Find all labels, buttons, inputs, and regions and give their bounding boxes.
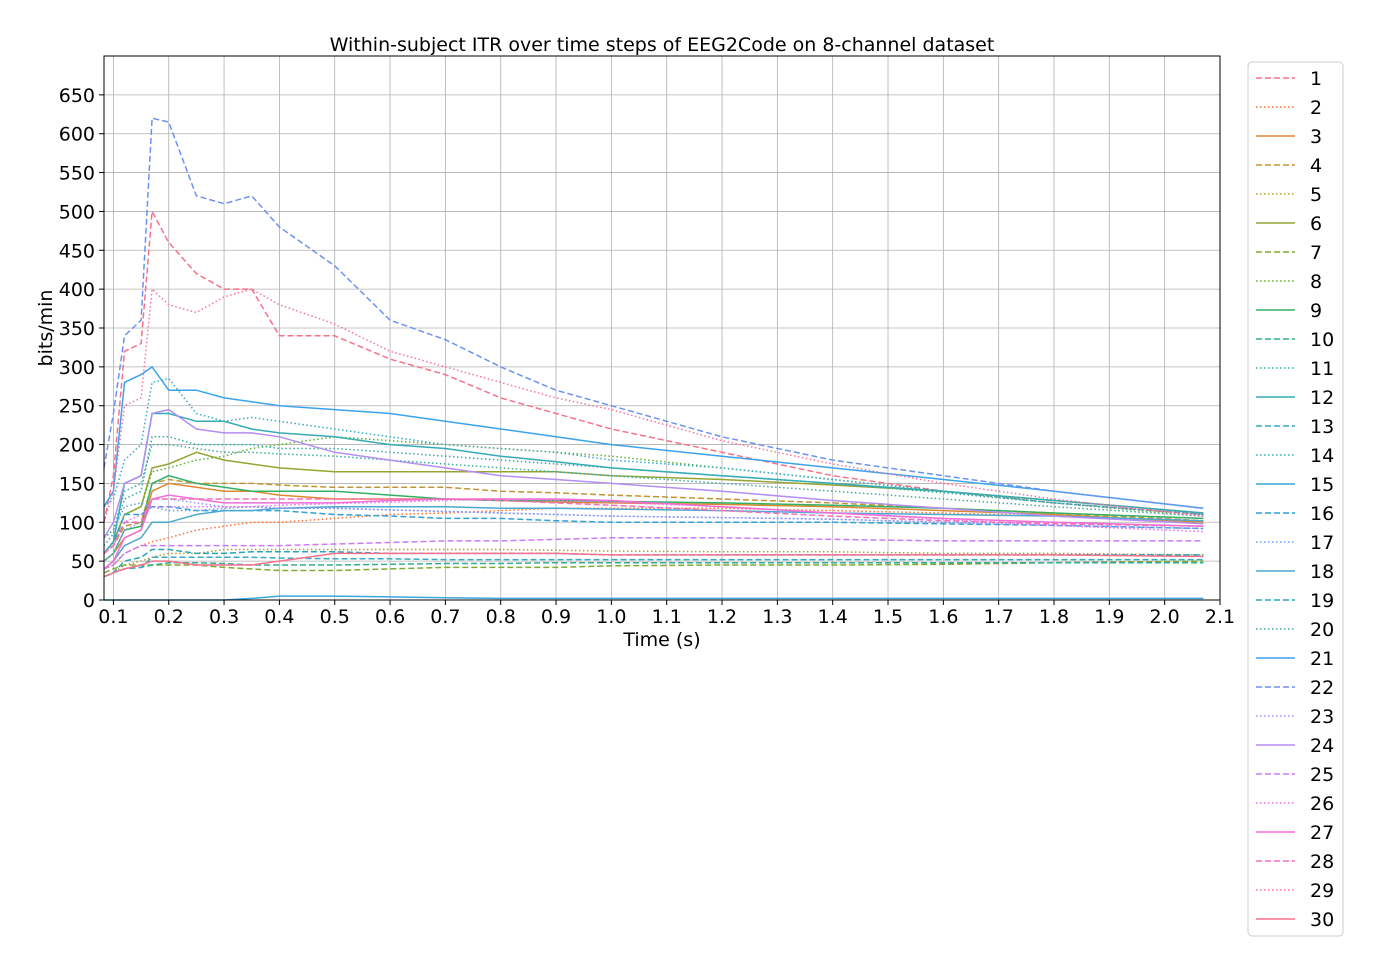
- x-tick-label: 1.4: [818, 606, 848, 628]
- y-tick-label: 150: [59, 473, 95, 495]
- legend-label-24: 24: [1310, 735, 1334, 757]
- x-tick-label: 1.9: [1094, 606, 1124, 628]
- x-tick-label: 1.3: [762, 606, 792, 628]
- x-tick-label: 0.7: [430, 606, 460, 628]
- series-line-19: [103, 548, 1204, 578]
- series-line-7: [103, 560, 1204, 574]
- x-tick-label: 0.2: [154, 606, 184, 628]
- y-tick-label: 450: [59, 240, 95, 262]
- legend-label-30: 30: [1310, 909, 1334, 931]
- legend-label-23: 23: [1310, 706, 1334, 728]
- legend-label-13: 13: [1310, 416, 1334, 438]
- legend-label-22: 22: [1310, 677, 1334, 699]
- y-tick-label: 250: [59, 396, 95, 418]
- legend-label-15: 15: [1310, 474, 1334, 496]
- legend-label-4: 4: [1310, 155, 1322, 177]
- legend-label-29: 29: [1310, 880, 1334, 902]
- legend-label-26: 26: [1310, 793, 1334, 815]
- x-tick-label: 1.2: [707, 606, 737, 628]
- x-tick-label: 0.3: [209, 606, 239, 628]
- series-line-30: [103, 552, 1204, 578]
- legend-label-7: 7: [1310, 242, 1322, 264]
- legend-label-3: 3: [1310, 126, 1322, 148]
- legend-frame: [1247, 61, 1344, 937]
- x-tick-label: 0.9: [541, 606, 571, 628]
- legend-label-6: 6: [1310, 213, 1322, 235]
- series-layer: [103, 117, 1204, 601]
- series-line-1: [103, 208, 1204, 523]
- x-tick-label: 0.8: [486, 606, 516, 628]
- legend-label-8: 8: [1310, 271, 1322, 293]
- x-tick-label: 0.1: [98, 606, 128, 628]
- x-tick-label: 0.6: [375, 606, 405, 628]
- x-tick-label: 1.1: [652, 606, 682, 628]
- x-tick-label: 2.1: [1205, 606, 1235, 628]
- y-tick-label: 350: [59, 318, 95, 340]
- y-tick-label: 550: [59, 163, 95, 185]
- y-axis-ticks: 0 50 100 150 200 250 300 350 400 450 500 550 600 650: [59, 85, 104, 612]
- legend-label-9: 9: [1310, 300, 1322, 322]
- series-line-25: [103, 537, 1204, 570]
- y-tick-label: 50: [71, 551, 95, 573]
- y-tick-label: 0: [83, 590, 95, 612]
- y-tick-label: 100: [59, 512, 95, 534]
- x-tick-label: 0.4: [264, 606, 294, 628]
- x-tick-label: 1.8: [1039, 606, 1069, 628]
- legend: 1234567891011121314151617181920212223242…: [1247, 61, 1344, 937]
- legend-label-17: 17: [1310, 532, 1334, 554]
- legend-label-14: 14: [1310, 445, 1334, 467]
- legend-label-5: 5: [1310, 184, 1322, 206]
- x-tick-label: 0.5: [320, 606, 350, 628]
- y-tick-label: 600: [59, 124, 95, 146]
- y-tick-label: 300: [59, 357, 95, 379]
- y-axis-label: bits/min: [35, 290, 57, 367]
- series-line-24: [103, 408, 1204, 539]
- y-tick-label: 500: [59, 201, 95, 223]
- legend-label-1: 1: [1310, 68, 1322, 90]
- series-line-13: [103, 556, 1204, 578]
- series-line-21: [103, 365, 1204, 510]
- series-line-22: [103, 117, 1204, 510]
- legend-label-11: 11: [1310, 358, 1334, 380]
- legend-label-20: 20: [1310, 619, 1334, 641]
- legend-label-2: 2: [1310, 97, 1322, 119]
- x-axis-label: Time (s): [622, 629, 700, 651]
- series-line-5: [103, 548, 1204, 578]
- legend-label-19: 19: [1310, 590, 1334, 612]
- series-line-29: [103, 287, 1204, 523]
- y-tick-label: 400: [59, 279, 95, 301]
- series-line-14: [103, 377, 1204, 516]
- series-line-27: [103, 494, 1204, 570]
- legend-label-16: 16: [1310, 503, 1334, 525]
- legend-label-21: 21: [1310, 648, 1334, 670]
- chart-title: Within-subject ITR over time steps of EE…: [330, 34, 995, 56]
- x-tick-label: 1.0: [596, 606, 626, 628]
- x-tick-label: 2.0: [1150, 606, 1180, 628]
- legend-label-27: 27: [1310, 822, 1334, 844]
- series-line-18: [103, 505, 1204, 570]
- y-tick-label: 200: [59, 435, 95, 457]
- legend-label-12: 12: [1310, 387, 1334, 409]
- series-line-11: [103, 436, 1204, 547]
- legend-label-25: 25: [1310, 764, 1334, 786]
- series-line-10: [103, 561, 1204, 578]
- y-tick-label: 650: [59, 85, 95, 107]
- x-tick-label: 1.6: [928, 606, 958, 628]
- legend-label-28: 28: [1310, 851, 1334, 873]
- legend-label-18: 18: [1310, 561, 1334, 583]
- series-line-20: [103, 443, 1204, 539]
- x-tick-label: 1.7: [984, 606, 1014, 628]
- series-line-2: [103, 507, 1204, 570]
- legend-label-10: 10: [1310, 329, 1334, 351]
- x-axis-ticks: 0.1 0.2 0.3 0.4 0.5 0.6 0.7 0.8 0.9 1.0 1.1 1.2 1.3 1…: [98, 600, 1235, 628]
- series-line-28: [103, 498, 1204, 554]
- x-tick-label: 1.5: [873, 606, 903, 628]
